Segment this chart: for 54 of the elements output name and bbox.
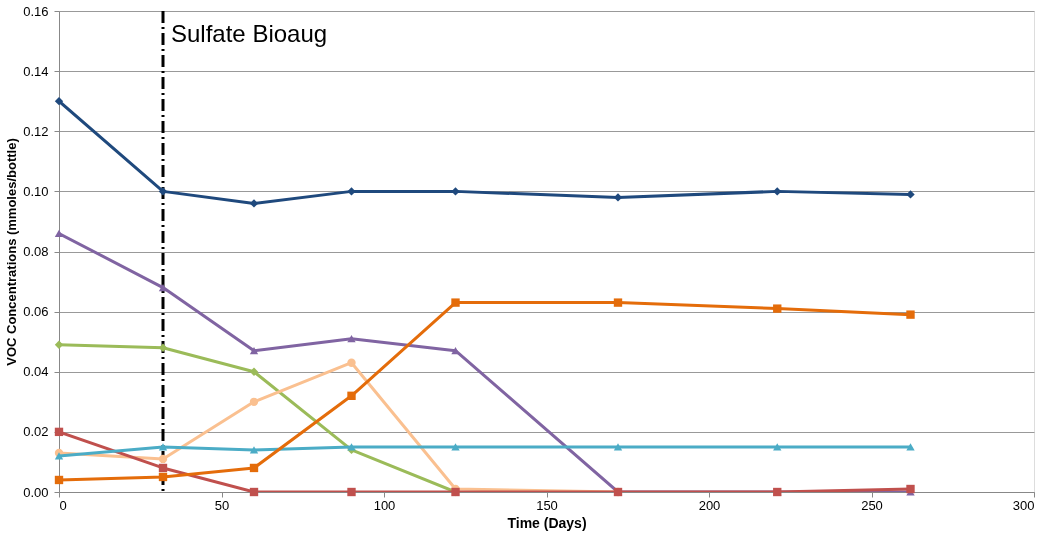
- point: [613, 193, 623, 202]
- point: [906, 310, 915, 319]
- x-tick-label: 200: [698, 497, 721, 513]
- point: [773, 443, 782, 451]
- point: [451, 298, 460, 307]
- point: [158, 463, 168, 473]
- point: [249, 446, 259, 454]
- x-tick-label: 50: [214, 497, 230, 513]
- point: [773, 304, 782, 313]
- point: [249, 463, 259, 473]
- point: [249, 367, 259, 376]
- y-tick-label: 0.08: [23, 244, 49, 259]
- point: [249, 347, 259, 355]
- point: [347, 391, 356, 400]
- point: [54, 452, 64, 460]
- point: [54, 427, 64, 437]
- point: [347, 487, 356, 497]
- point: [158, 454, 168, 464]
- point: [613, 443, 623, 451]
- x-tick-label: 0: [59, 497, 67, 513]
- point: [158, 187, 168, 196]
- point: [347, 443, 356, 451]
- point: [54, 475, 64, 485]
- ref-line-label: Sulfate Bioaug: [171, 20, 328, 47]
- y-axis-title: VOC Concentrations (mmoles/bottle): [4, 138, 20, 366]
- point: [906, 443, 915, 451]
- point: [347, 358, 356, 367]
- x-axis-title: Time (Days): [507, 514, 587, 531]
- point: [249, 199, 259, 208]
- point: [158, 443, 168, 451]
- point: [249, 487, 259, 497]
- point: [906, 484, 915, 494]
- y-tick-label: 0.06: [23, 304, 49, 320]
- y-tick-label: 0.12: [23, 123, 49, 139]
- y-tick-label: 0.14: [23, 63, 49, 79]
- y-tick-label: 0.04: [23, 364, 49, 380]
- x-tick-label: 300: [1012, 497, 1035, 513]
- point: [347, 335, 356, 343]
- y-tick-label: 0.02: [23, 424, 49, 440]
- y-tick-label: 0.16: [23, 3, 49, 19]
- x-tick-label: 250: [861, 497, 883, 513]
- point: [613, 298, 623, 307]
- point: [54, 97, 64, 106]
- x-tick-label: 100: [373, 497, 396, 513]
- point: [158, 283, 168, 292]
- point: [451, 443, 460, 451]
- point: [773, 187, 782, 196]
- point: [906, 190, 915, 199]
- y-tick-label: 0.00: [23, 484, 49, 500]
- point: [249, 397, 259, 406]
- point: [158, 472, 168, 482]
- x-tick-label: 150: [536, 497, 558, 513]
- point: [54, 340, 64, 349]
- y-tick-label: 0.10: [23, 183, 49, 199]
